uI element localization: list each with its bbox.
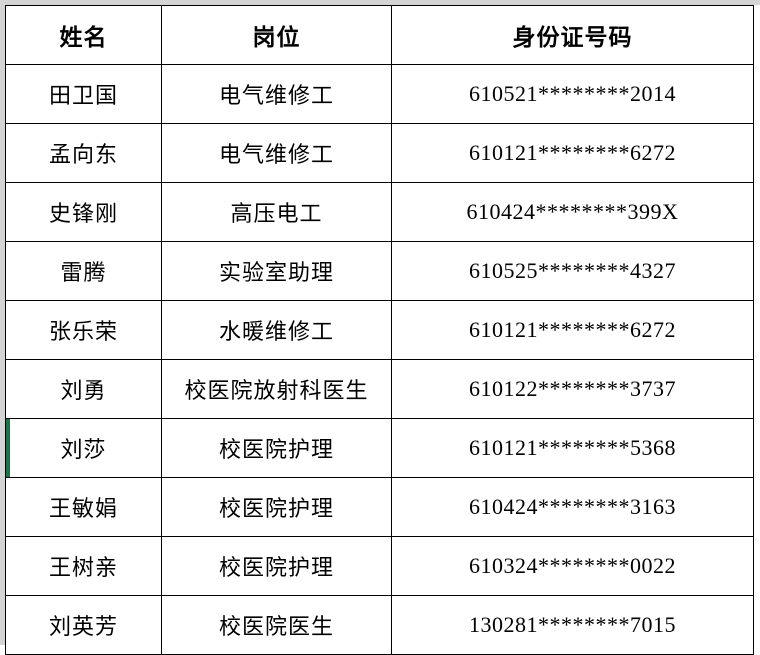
table-row[interactable]: 孟向东 电气维修工 610121********6272	[5, 123, 754, 183]
column-header-position[interactable]: 岗位	[161, 5, 392, 65]
table-body: 田卫国 电气维修工 610521********2014 孟向东 电气维修工 610121…	[5, 64, 754, 655]
cell-position[interactable]: 实验室助理	[161, 241, 392, 301]
column-gutter-strip	[0, 0, 760, 5]
table-row[interactable]: 雷腾 实验室助理 610525********4327	[5, 241, 754, 301]
cell-position[interactable]: 电气维修工	[161, 64, 392, 124]
table-row[interactable]: 刘勇 校医院放射科医生 610122********3737	[5, 359, 754, 419]
cell-name[interactable]: 田卫国	[5, 64, 162, 124]
cell-id-number[interactable]: 610121********6272	[391, 300, 754, 360]
cell-position[interactable]: 校医院放射科医生	[161, 359, 392, 419]
cell-name[interactable]: 史锋刚	[5, 182, 162, 242]
cell-name[interactable]: 刘勇	[5, 359, 162, 419]
table-container: 姓名 岗位 身份证号码 田卫国 电气维修工 610521********2014 孟向…	[5, 5, 754, 655]
cell-id-number[interactable]: 610521********2014	[391, 64, 754, 124]
table-row[interactable]: 刘英芳 校医院医生 130281********7015	[5, 595, 754, 655]
table-row[interactable]: 王树亲 校医院护理 610324********0022	[5, 536, 754, 596]
table-row[interactable]: 王敏娟 校医院护理 610424********3163	[5, 477, 754, 537]
cell-position[interactable]: 水暖维修工	[161, 300, 392, 360]
cell-name[interactable]: 王树亲	[5, 536, 162, 596]
personnel-table: 姓名 岗位 身份证号码 田卫国 电气维修工 610521********2014 孟向…	[5, 5, 754, 655]
table-row[interactable]: 田卫国 电气维修工 610521********2014	[5, 64, 754, 124]
cell-name[interactable]: 雷腾	[5, 241, 162, 301]
cell-position[interactable]: 高压电工	[161, 182, 392, 242]
cell-id-number[interactable]: 610121********5368	[391, 418, 754, 478]
table-header: 姓名 岗位 身份证号码	[5, 5, 754, 65]
table-header-row: 姓名 岗位 身份证号码	[5, 5, 754, 65]
row-gutter-strip	[0, 0, 5, 645]
cell-id-number[interactable]: 610122********3737	[391, 359, 754, 419]
cell-position[interactable]: 校医院护理	[161, 418, 392, 478]
cell-name[interactable]: 张乐荣	[5, 300, 162, 360]
cell-id-number[interactable]: 610525********4327	[391, 241, 754, 301]
cell-name[interactable]: 刘莎	[5, 418, 162, 478]
table-row[interactable]: 史锋刚 高压电工 610424********399X	[5, 182, 754, 242]
cell-id-number[interactable]: 610424********3163	[391, 477, 754, 537]
cell-position[interactable]: 校医院护理	[161, 536, 392, 596]
cell-id-number[interactable]: 130281********7015	[391, 595, 754, 655]
table-row[interactable]: 张乐荣 水暖维修工 610121********6272	[5, 300, 754, 360]
cell-position[interactable]: 电气维修工	[161, 123, 392, 183]
cell-id-number[interactable]: 610121********6272	[391, 123, 754, 183]
cell-id-number[interactable]: 610324********0022	[391, 536, 754, 596]
cell-position[interactable]: 校医院护理	[161, 477, 392, 537]
column-header-idnum[interactable]: 身份证号码	[391, 5, 754, 65]
cell-name[interactable]: 王敏娟	[5, 477, 162, 537]
cell-name[interactable]: 刘英芳	[5, 595, 162, 655]
cell-position[interactable]: 校医院医生	[161, 595, 392, 655]
cell-id-number[interactable]: 610424********399X	[391, 182, 754, 242]
table-row[interactable]: 刘莎 校医院护理 610121********5368	[5, 418, 754, 478]
cell-name[interactable]: 孟向东	[5, 123, 162, 183]
column-header-name[interactable]: 姓名	[5, 5, 162, 65]
